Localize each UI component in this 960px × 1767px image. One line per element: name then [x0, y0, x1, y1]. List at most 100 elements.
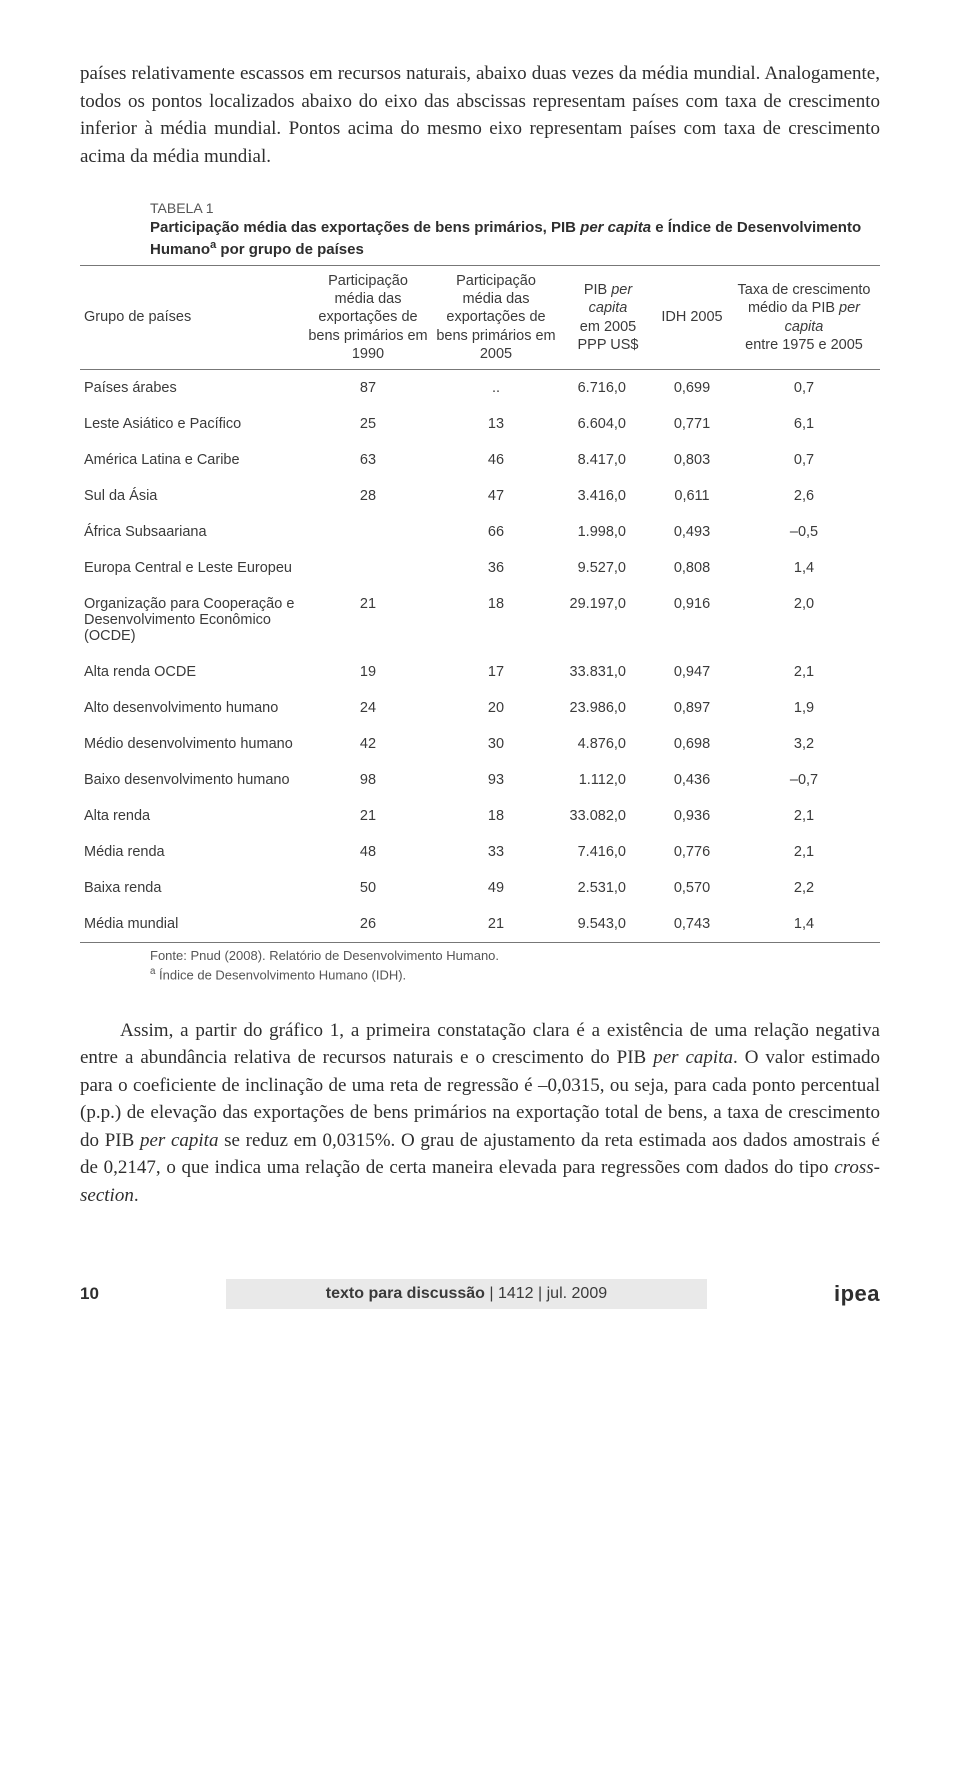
- table-cell-1990: 42: [304, 726, 432, 762]
- footer-series-rest: | 1412 | jul. 2009: [485, 1285, 607, 1302]
- col-header-pib: PIB per capita em 2005 PPP US$: [560, 266, 656, 370]
- table-cell-1990: 98: [304, 762, 432, 798]
- table-cell-growth: 2,6: [728, 478, 880, 514]
- table-cell-growth: 2,1: [728, 834, 880, 870]
- table-cell-2005: 30: [432, 726, 560, 762]
- table-cell-growth: –0,7: [728, 762, 880, 798]
- table-cell-1990: 21: [304, 798, 432, 834]
- table-caption: TABELA 1 Participação média das exportaç…: [150, 200, 880, 259]
- col-header-pib-pre: PIB: [584, 282, 611, 298]
- table-cell-1990: 26: [304, 906, 432, 943]
- table-row: Baixa renda50492.531,00,5702,2: [80, 870, 880, 906]
- table-notes: Fonte: Pnud (2008). Relatório de Desenvo…: [150, 947, 880, 985]
- table-cell-2005: 93: [432, 762, 560, 798]
- table-cell-idh: 0,699: [656, 369, 728, 406]
- table-title: Participação média das exportações de be…: [150, 218, 880, 259]
- table-row: Europa Central e Leste Europeu 369.527,00…: [80, 550, 880, 586]
- col-header-growth-post: entre 1975 e 2005: [745, 337, 863, 353]
- col-header-2005: Participação média das exportações de be…: [432, 266, 560, 370]
- table-title-pre: Participação média das exportações de be…: [150, 219, 580, 236]
- table-cell-pib: 4.876,0: [560, 726, 656, 762]
- table-row: Baixo desenvolvimento humano98931.112,00…: [80, 762, 880, 798]
- table-cell-2005: 46: [432, 442, 560, 478]
- table-cell-2005: 18: [432, 798, 560, 834]
- table-cell-2005: 13: [432, 406, 560, 442]
- table-body: Países árabes87..6.716,00,6990,7Leste As…: [80, 369, 880, 942]
- table-cell-idh: 0,698: [656, 726, 728, 762]
- table-cell-1990: 48: [304, 834, 432, 870]
- ipea-logo: ipea: [834, 1281, 880, 1307]
- table-cell-group: Média mundial: [80, 906, 304, 943]
- table-cell-1990: 87: [304, 369, 432, 406]
- table-cell-growth: 1,4: [728, 550, 880, 586]
- footer-series-title: texto para discussão: [326, 1285, 485, 1302]
- table-note-a: a Índice de Desenvolvimento Humano (IDH)…: [150, 965, 880, 985]
- table-cell-growth: 6,1: [728, 406, 880, 442]
- table-cell-growth: 3,2: [728, 726, 880, 762]
- table-cell-2005: 36: [432, 550, 560, 586]
- table-cell-group: Baixo desenvolvimento humano: [80, 762, 304, 798]
- table-row: Organização para Cooperação e Desenvolvi…: [80, 586, 880, 654]
- table-cell-group: América Latina e Caribe: [80, 442, 304, 478]
- table-cell-1990: 19: [304, 654, 432, 690]
- table-cell-2005: 18: [432, 586, 560, 654]
- table-cell-group: Europa Central e Leste Europeu: [80, 550, 304, 586]
- table-cell-group: Países árabes: [80, 369, 304, 406]
- table-cell-2005: ..: [432, 369, 560, 406]
- table-cell-pib: 8.417,0: [560, 442, 656, 478]
- table-cell-idh: 0,743: [656, 906, 728, 943]
- paragraph-2: Assim, a partir do gráfico 1, a primeira…: [80, 1017, 880, 1210]
- table-cell-pib: 29.197,0: [560, 586, 656, 654]
- table-row: Alta renda211833.082,00,9362,1: [80, 798, 880, 834]
- table-row: Alto desenvolvimento humano242023.986,00…: [80, 690, 880, 726]
- table-cell-2005: 17: [432, 654, 560, 690]
- table-cell-pib: 3.416,0: [560, 478, 656, 514]
- table-cell-idh: 0,803: [656, 442, 728, 478]
- table-cell-pib: 9.543,0: [560, 906, 656, 943]
- table-cell-group: Organização para Cooperação e Desenvolvi…: [80, 586, 304, 654]
- col-header-idh: IDH 2005: [656, 266, 728, 370]
- table-cell-1990: 25: [304, 406, 432, 442]
- table-row: África Subsaariana661.998,00,493–0,5: [80, 514, 880, 550]
- table-cell-idh: 0,611: [656, 478, 728, 514]
- p2-end: .: [134, 1185, 139, 1206]
- table-cell-growth: 2,0: [728, 586, 880, 654]
- data-table: Grupo de países Participação média das e…: [80, 265, 880, 943]
- table-cell-1990: 50: [304, 870, 432, 906]
- table-cell-idh: 0,808: [656, 550, 728, 586]
- table-cell-group: Alta renda OCDE: [80, 654, 304, 690]
- table-cell-pib: 9.527,0: [560, 550, 656, 586]
- table-cell-1990: [304, 550, 432, 586]
- table-cell-idh: 0,436: [656, 762, 728, 798]
- table-cell-2005: 49: [432, 870, 560, 906]
- table-cell-idh: 0,493: [656, 514, 728, 550]
- table-cell-pib: 7.416,0: [560, 834, 656, 870]
- table-row: Média mundial26219.543,00,7431,4: [80, 906, 880, 943]
- table-cell-pib: 1.998,0: [560, 514, 656, 550]
- table-row: Sul da Ásia28473.416,00,6112,6: [80, 478, 880, 514]
- footer-center: texto para discussão | 1412 | jul. 2009: [226, 1279, 707, 1309]
- table-cell-growth: 2,1: [728, 798, 880, 834]
- table-cell-idh: 0,947: [656, 654, 728, 690]
- page-number: 10: [80, 1284, 99, 1304]
- table-row: Média renda48337.416,00,7762,1: [80, 834, 880, 870]
- table-cell-1990: [304, 514, 432, 550]
- table-cell-group: Leste Asiático e Pacífico: [80, 406, 304, 442]
- table-cell-idh: 0,776: [656, 834, 728, 870]
- col-header-1990: Participação média das exportações de be…: [304, 266, 432, 370]
- table-cell-idh: 0,916: [656, 586, 728, 654]
- col-header-group: Grupo de países: [80, 266, 304, 370]
- table-row: Países árabes87..6.716,00,6990,7: [80, 369, 880, 406]
- table-cell-1990: 24: [304, 690, 432, 726]
- table-cell-growth: 1,9: [728, 690, 880, 726]
- table-row: América Latina e Caribe63468.417,00,8030…: [80, 442, 880, 478]
- col-header-growth: Taxa de crescimento médio da PIB per cap…: [728, 266, 880, 370]
- table-row: Médio desenvolvimento humano42304.876,00…: [80, 726, 880, 762]
- table-cell-2005: 20: [432, 690, 560, 726]
- p2-i1: per capita: [653, 1047, 733, 1068]
- table-cell-group: Alta renda: [80, 798, 304, 834]
- table-row: Alta renda OCDE191733.831,00,9472,1: [80, 654, 880, 690]
- table-cell-group: África Subsaariana: [80, 514, 304, 550]
- table-note-source: Fonte: Pnud (2008). Relatório de Desenvo…: [150, 947, 880, 965]
- table-cell-growth: 2,2: [728, 870, 880, 906]
